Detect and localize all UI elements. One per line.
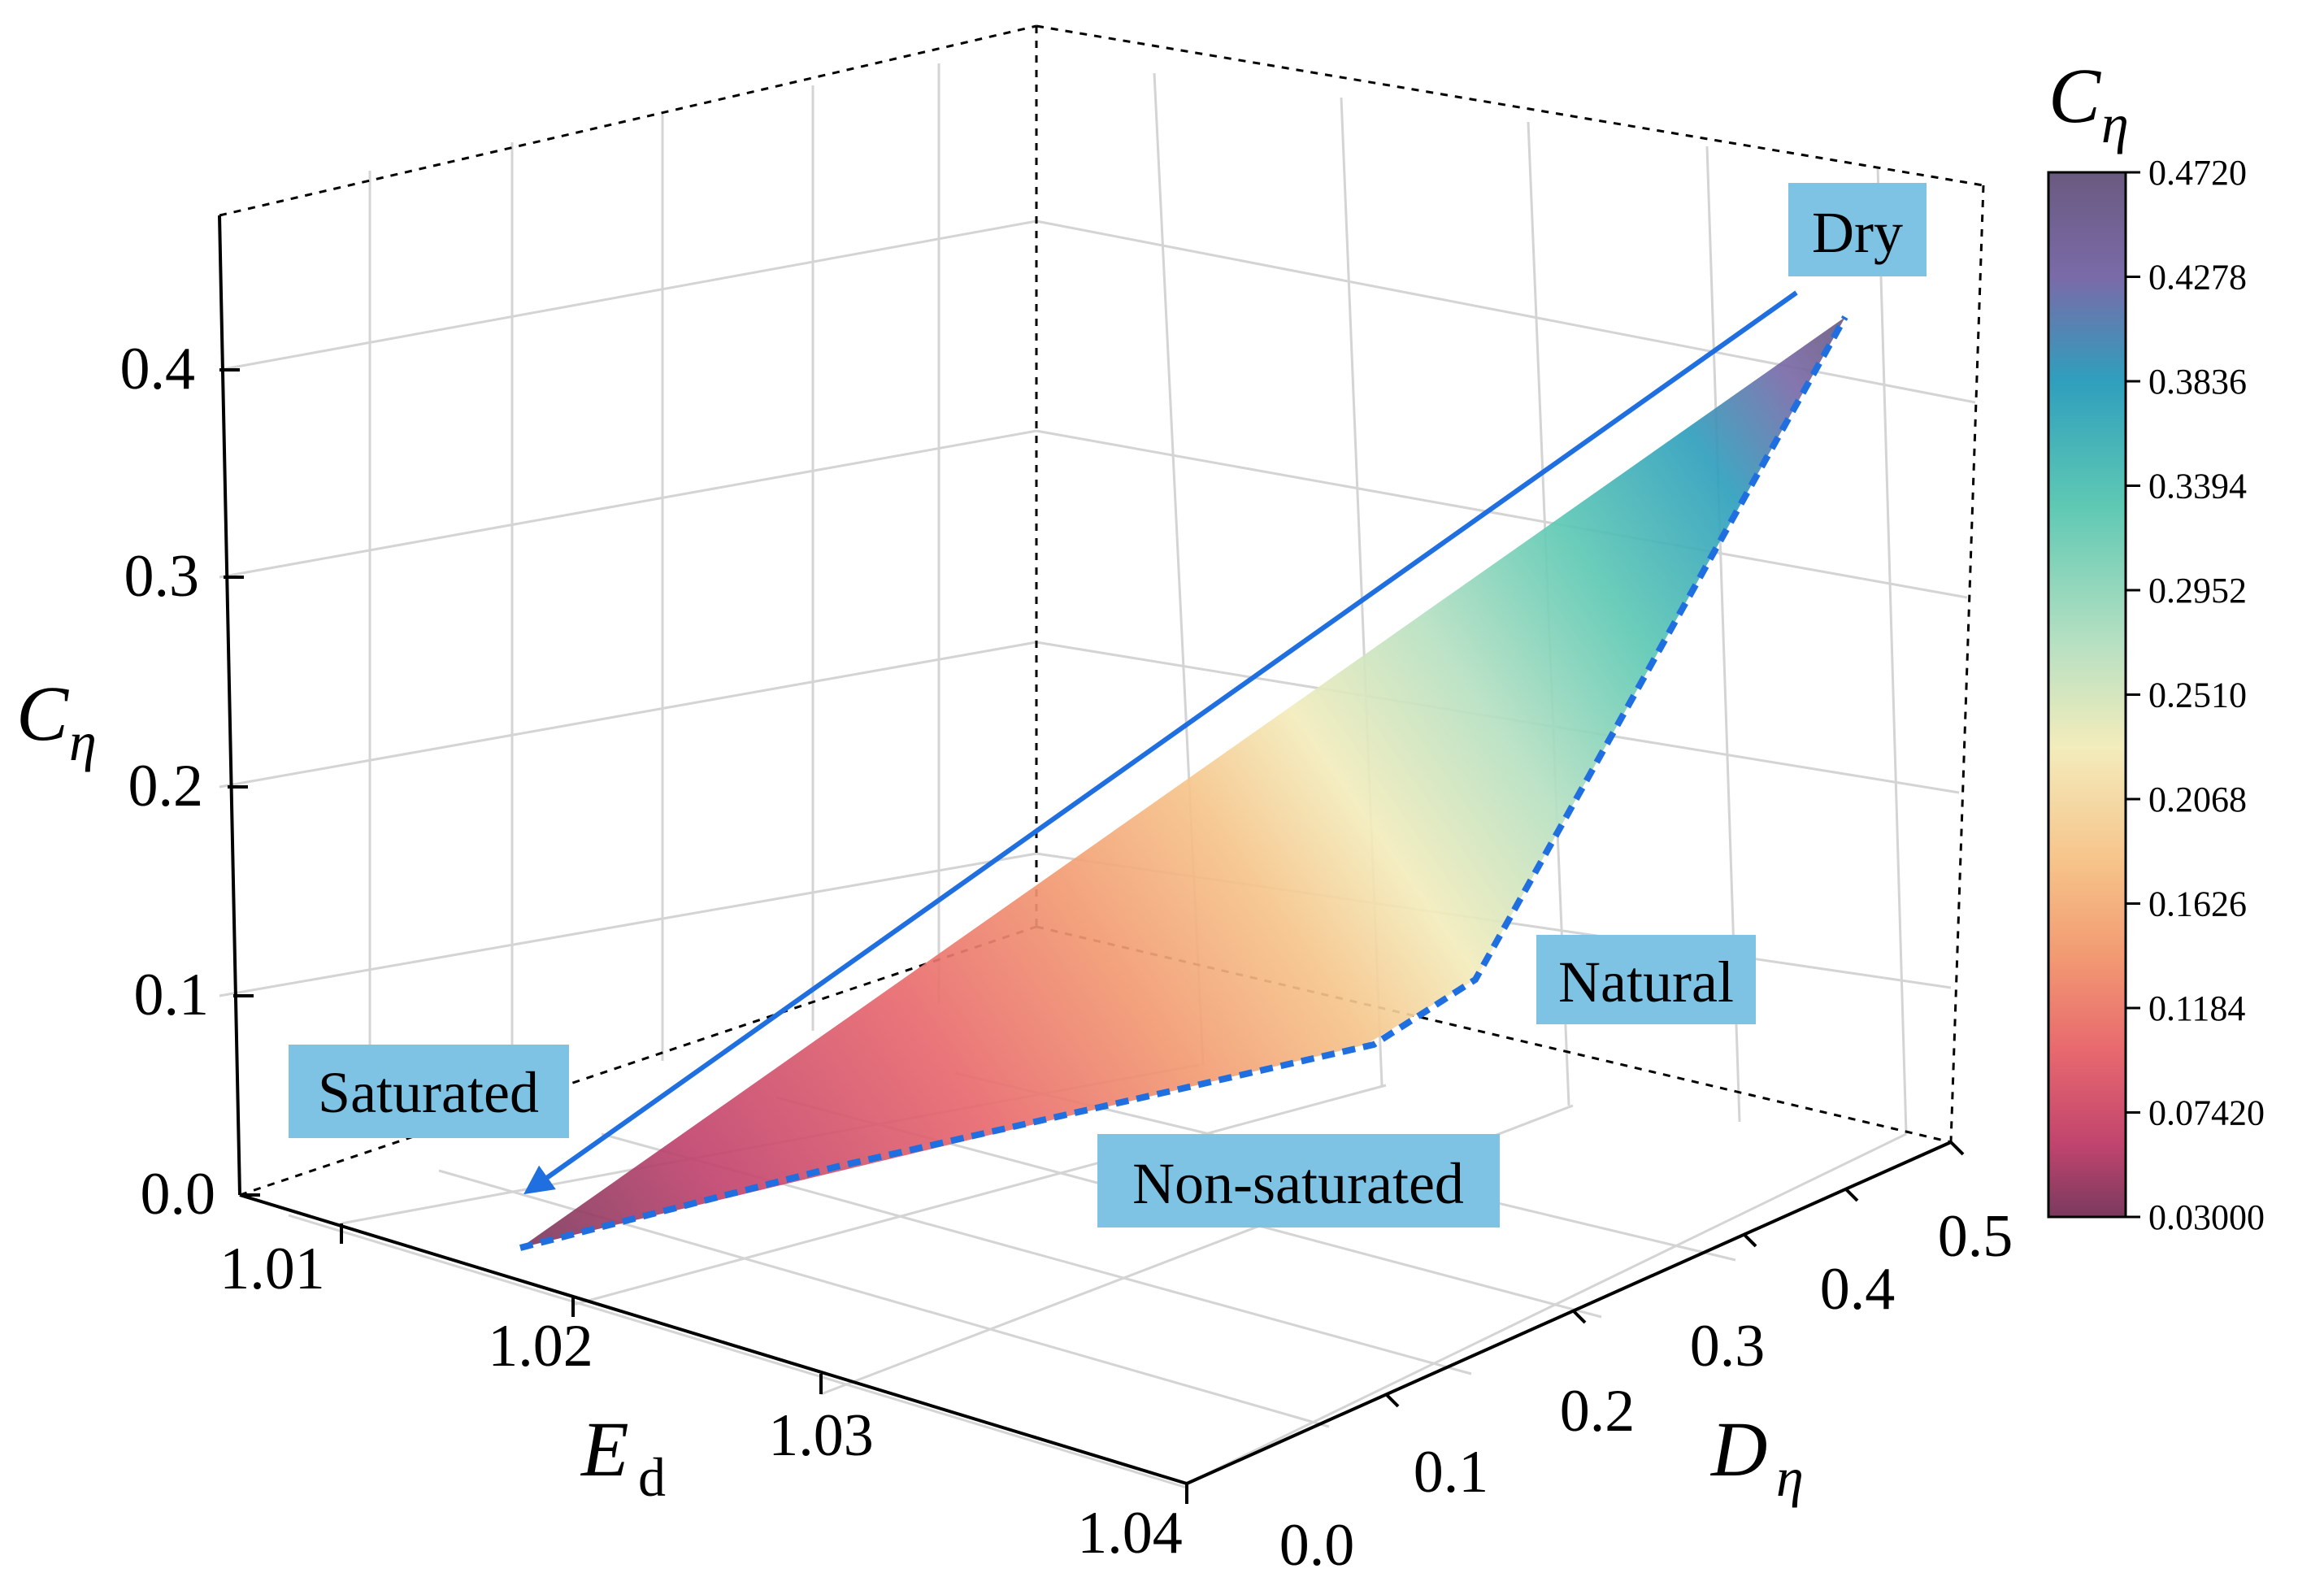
colorbar-tick-label: 0.2068: [2148, 780, 2247, 819]
annotation-non-saturated: Non-saturated: [1097, 1134, 1500, 1228]
colorbar-tick-label: 0.07420: [2148, 1093, 2265, 1133]
y-axis-line: [1186, 1141, 1952, 1485]
axes-solid: [218, 215, 1952, 1485]
surface-boundary-dashed: [519, 315, 1848, 1251]
svg-text:E: E: [580, 1406, 629, 1493]
x-axis-label: E d: [580, 1406, 666, 1508]
x-tick-label: 1.04: [1077, 1500, 1183, 1566]
annotation-natural: Natural: [1536, 935, 1756, 1024]
colorbar-gradient: [2047, 171, 2127, 1219]
colorbar-tick-label: 0.3836: [2148, 362, 2247, 402]
grid-back-wall: [219, 63, 1037, 1130]
x-tick-label: 1.03: [768, 1402, 874, 1469]
y-tick-label: 0.3: [1690, 1313, 1766, 1380]
z-tick-label: 0.0: [141, 1161, 216, 1228]
x-axis-line: [239, 1193, 1188, 1485]
colorbar-tick-label: 0.4278: [2148, 258, 2247, 298]
z-axis-line: [218, 215, 241, 1196]
svg-text:Saturated: Saturated: [318, 1060, 539, 1125]
svg-text:d: d: [638, 1446, 666, 1508]
trend-arrow: [523, 290, 1798, 1195]
colorbar-tick-label: 0.4720: [2148, 153, 2247, 193]
z-axis-label: C η: [16, 670, 97, 772]
z-tick-labels: 0.4 0.3 0.2 0.1 0.0: [120, 336, 216, 1228]
svg-text:η: η: [1776, 1446, 1804, 1508]
colorbar-ticks: 0.4720 0.4278 0.3836 0.3394 0.2952 0.2510 0.20…: [2126, 153, 2265, 1237]
y-axis-label: D η: [1709, 1406, 1804, 1508]
z-tick-label: 0.2: [128, 753, 204, 819]
x-tick-label: 1.01: [219, 1236, 325, 1302]
surface-patch: [520, 317, 1845, 1248]
svg-text:η: η: [69, 710, 97, 772]
x-tick-labels: 1.01 1.02 1.03 1.04: [219, 1236, 1183, 1566]
svg-text:C: C: [16, 670, 69, 757]
x-axis-ticks: [340, 1223, 1188, 1504]
annotation-dry: Dry: [1788, 183, 1927, 276]
colorbar-label-sub: η: [2101, 93, 2129, 154]
y-tick-label: 0.2: [1560, 1378, 1635, 1445]
colorbar-tick-label: 0.2952: [2148, 571, 2247, 611]
colorbar-tick-label: 0.2510: [2148, 676, 2247, 715]
y-tick-label: 0.5: [1938, 1203, 2013, 1270]
annotation-saturated: Saturated: [289, 1045, 569, 1138]
z-tick-label: 0.4: [120, 336, 196, 402]
colorbar: C η 0.4720 0.4278 0.3836 0.3394 0.2952 0.2510…: [2047, 52, 2265, 1237]
y-tick-label: 0.1: [1414, 1439, 1489, 1506]
y-tick-labels: 0.0 0.1 0.2 0.3 0.4 0.5: [1279, 1203, 2013, 1579]
colorbar-tick-label: 0.03000: [2148, 1197, 2265, 1237]
y-tick-label: 0.0: [1279, 1512, 1355, 1579]
colorbar-tick-label: 0.3394: [2148, 467, 2247, 506]
colorbar-label: C: [2048, 52, 2101, 139]
z-tick-label: 0.1: [134, 962, 210, 1028]
y-axis-ticks: [1384, 1141, 1965, 1408]
x-tick-label: 1.02: [488, 1313, 593, 1380]
z-tick-label: 0.3: [124, 543, 200, 610]
svg-text:Non-saturated: Non-saturated: [1132, 1151, 1464, 1216]
svg-text:Dry: Dry: [1812, 200, 1903, 265]
colorbar-tick-label: 0.1184: [2148, 989, 2245, 1028]
colorbar-tick-label: 0.1626: [2148, 884, 2247, 924]
z-axis-ticks: [219, 368, 260, 1197]
y-tick-label: 0.4: [1820, 1256, 1896, 1323]
box-dashed-edges: [219, 24, 1985, 1197]
svg-text:D: D: [1709, 1406, 1767, 1493]
svg-text:Natural: Natural: [1558, 949, 1734, 1015]
